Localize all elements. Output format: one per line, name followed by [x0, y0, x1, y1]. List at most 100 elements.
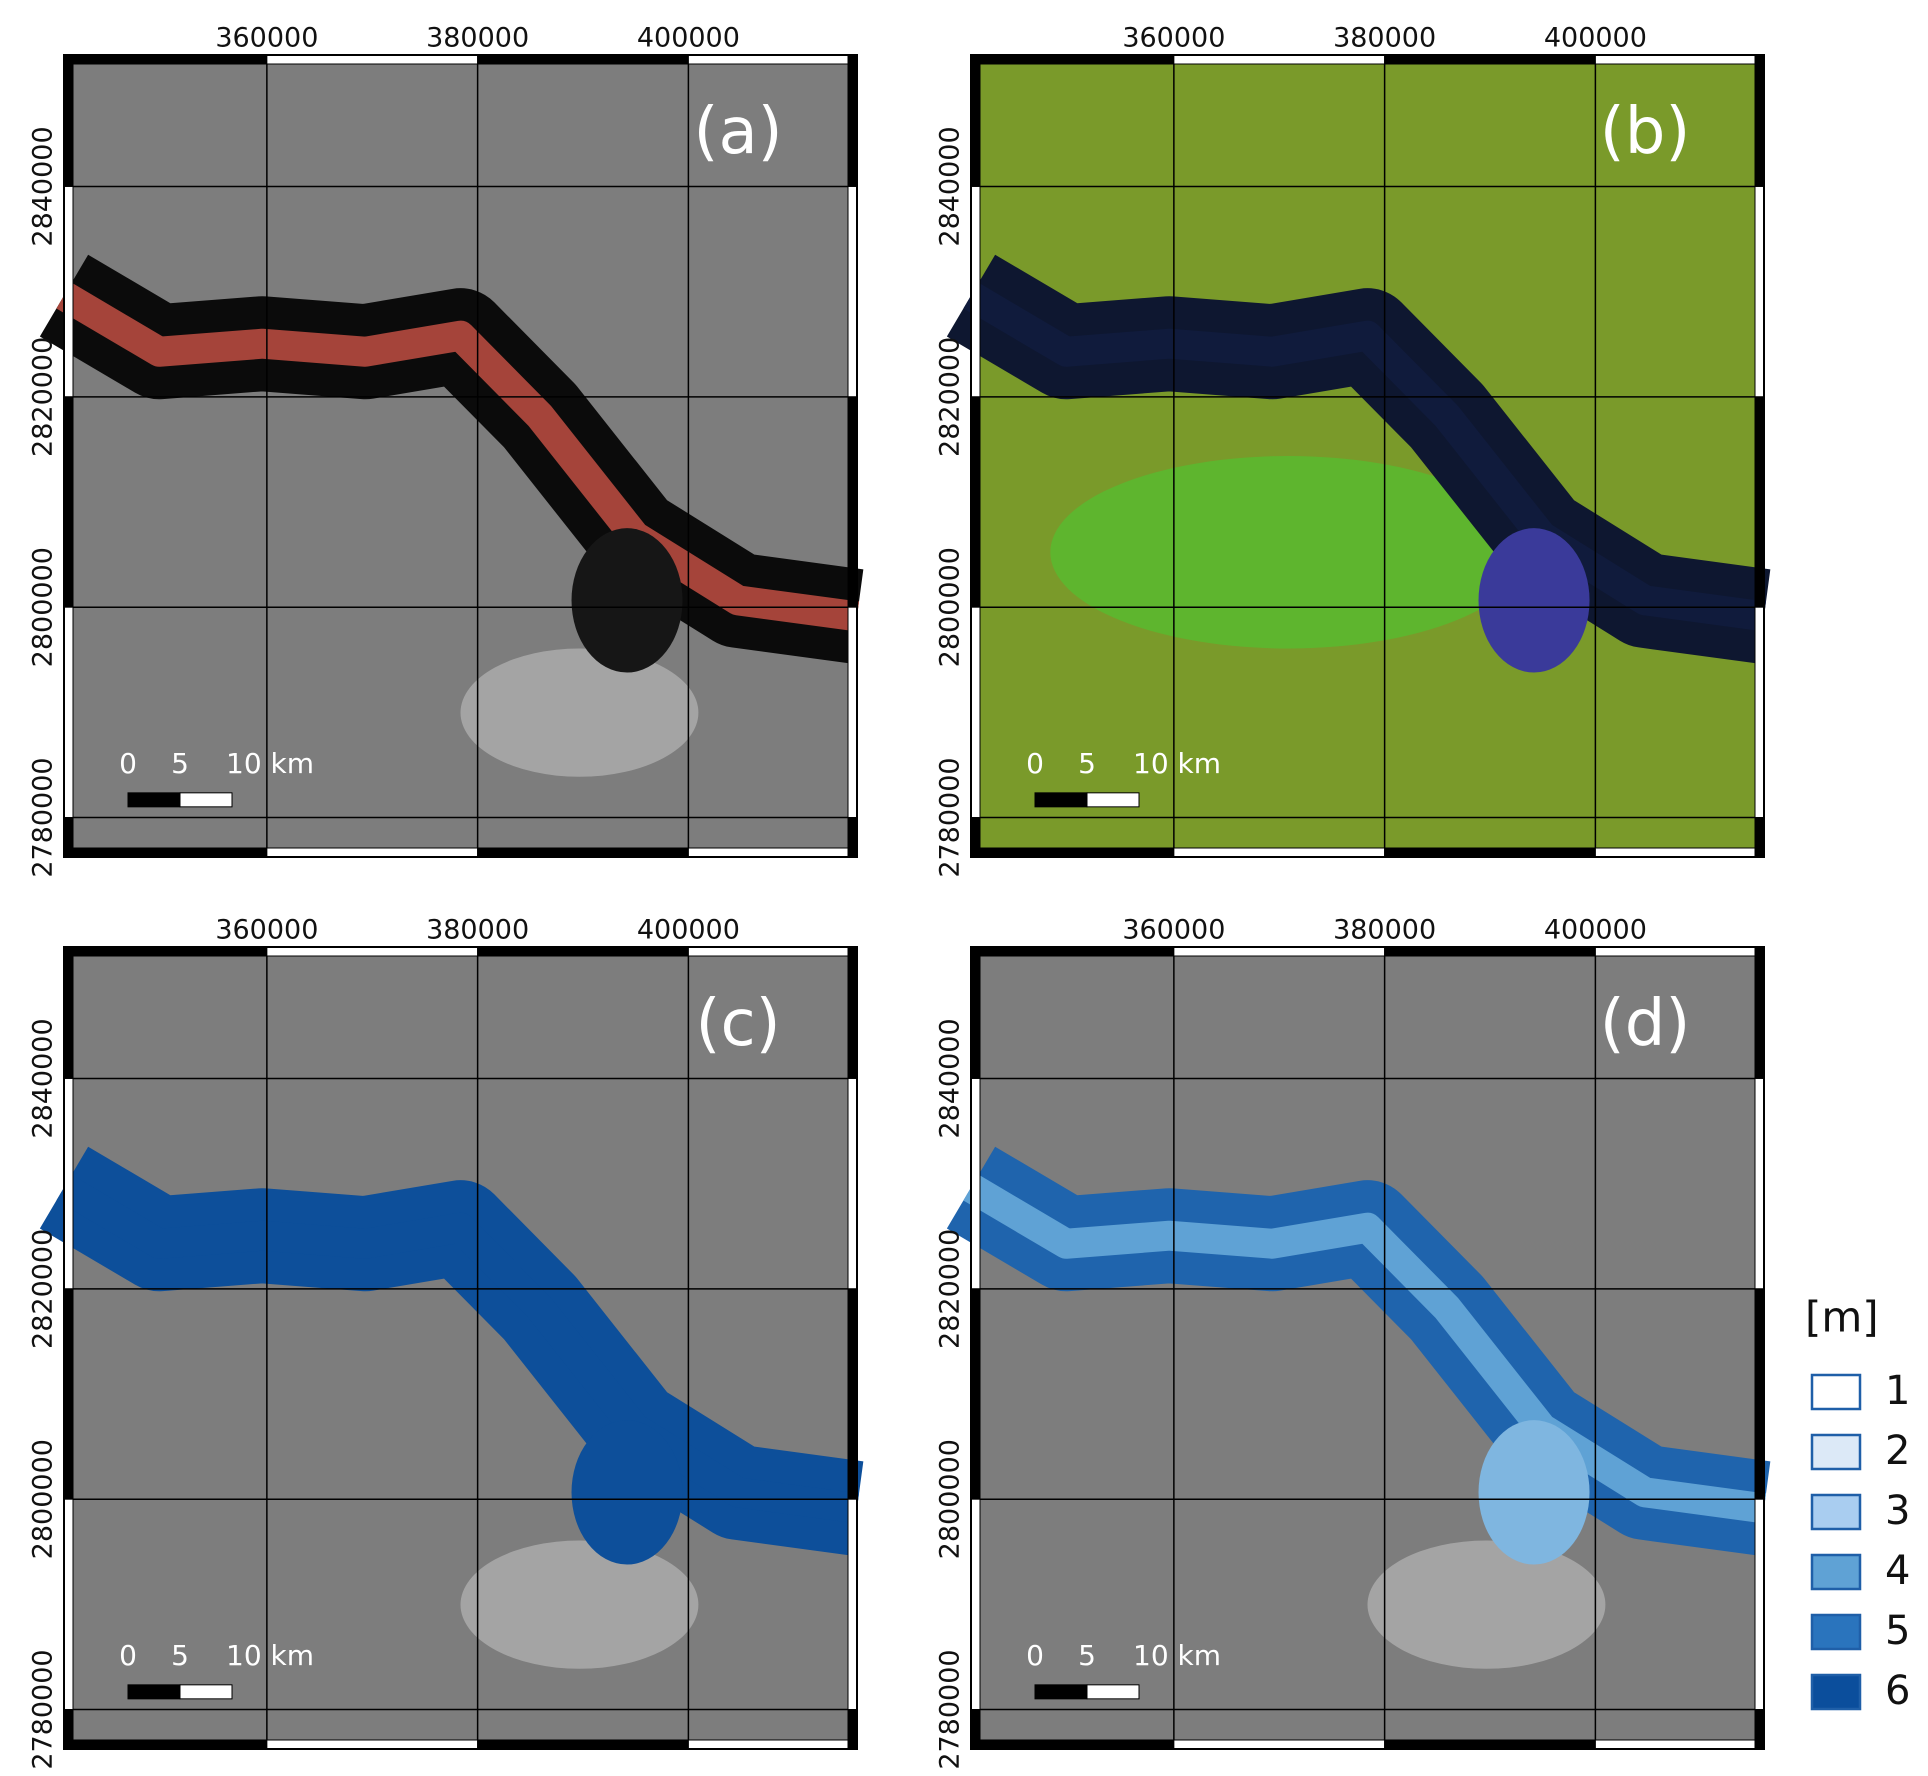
- flood-area: [1478, 528, 1590, 673]
- scale-bar-label: 0: [119, 1639, 137, 1672]
- border-bar: [687, 946, 858, 957]
- border-bar: [970, 946, 1175, 957]
- border-bar: [970, 185, 981, 398]
- border-bar: [847, 396, 858, 608]
- y-tick-label: 2780000: [28, 1649, 59, 1769]
- frame: [63, 946, 858, 1750]
- scale-bar-segment: [179, 792, 233, 808]
- border-bar: [970, 1739, 1175, 1750]
- border-bar: [847, 606, 858, 819]
- x-tick-label: 380000: [1333, 915, 1436, 946]
- border-bar: [63, 847, 268, 858]
- border-bar: [1384, 946, 1596, 957]
- legend-swatch: [1810, 1433, 1862, 1471]
- border-bar: [970, 1498, 981, 1711]
- border-bar: [63, 54, 268, 65]
- map-panel: 360000 380000 400000 2840000 2820000 2800000 2…: [28, 915, 864, 1770]
- map-background: [971, 55, 1764, 857]
- x-tick-label: 360000: [215, 23, 318, 54]
- y-tick-label: 2780000: [935, 757, 966, 877]
- border-bar: [1754, 185, 1765, 398]
- border-bar: [847, 54, 858, 187]
- scale-bar-label: 10 km: [226, 747, 314, 780]
- panel-label: (c): [695, 987, 780, 1061]
- border-bar: [63, 185, 74, 398]
- scale-bar-label: 0: [119, 747, 137, 780]
- y-tick-label: 2820000: [935, 1229, 966, 1349]
- border-bar: [1173, 847, 1386, 858]
- border-bar: [687, 847, 858, 858]
- map-panel: 360000 380000 400000 2840000 2820000 2800000 2…: [935, 23, 1771, 878]
- legend: [m]1 2 3 4 5 6: [1805, 1293, 1910, 1715]
- scale-bar-label: 5: [1078, 747, 1096, 780]
- y-tick-label: 2780000: [935, 1649, 966, 1769]
- border-bar: [847, 946, 858, 1079]
- bright-patch: [460, 1540, 699, 1669]
- river: [963, 1174, 1767, 1524]
- border-bar: [1754, 1709, 1765, 1750]
- scale-bar-segment: [1034, 792, 1088, 808]
- legend-label: 1: [1885, 1368, 1910, 1414]
- border-bar: [266, 54, 479, 65]
- legend-swatch: [1810, 1613, 1862, 1651]
- x-tick-label: 400000: [637, 23, 740, 54]
- border-bar: [1754, 1288, 1765, 1500]
- x-tick-label: 360000: [1122, 915, 1225, 946]
- panel-label: (a): [693, 95, 782, 169]
- legend-title: [m]: [1805, 1293, 1879, 1342]
- legend-label: 6: [1885, 1668, 1910, 1714]
- border-bar: [847, 1288, 858, 1500]
- border-bar: [1594, 1739, 1765, 1750]
- scale-bar-segment: [127, 1684, 181, 1700]
- map-background: [64, 55, 857, 857]
- border-bar: [970, 1288, 981, 1500]
- bright-patch: [460, 648, 699, 777]
- border-bar: [63, 54, 74, 187]
- river: [56, 1174, 860, 1524]
- border-bar: [1754, 1498, 1765, 1711]
- border-bar: [687, 1739, 858, 1750]
- river: [963, 282, 1767, 632]
- border-bar: [847, 817, 858, 858]
- border-bar: [970, 847, 1175, 858]
- border-bar: [63, 1077, 74, 1290]
- scale-bar-label: 10 km: [1133, 1639, 1221, 1672]
- border-bar: [63, 1739, 268, 1750]
- scale-bar-segment: [1086, 1684, 1140, 1700]
- x-tick-label: 380000: [1333, 23, 1436, 54]
- y-tick-label: 2800000: [28, 547, 59, 667]
- y-tick-label: 2840000: [28, 126, 59, 246]
- border-bar: [63, 1709, 74, 1750]
- border-bar: [970, 817, 981, 858]
- scale-bar-label: 5: [171, 747, 189, 780]
- border-bar: [1173, 54, 1386, 65]
- flood-area: [571, 528, 683, 673]
- scale-bar-segment: [1086, 792, 1140, 808]
- border-bar: [63, 1498, 74, 1711]
- border-bar: [63, 946, 268, 957]
- border-bar: [1754, 817, 1765, 858]
- border-bar: [63, 946, 74, 1079]
- border-bar: [847, 185, 858, 398]
- frame: [970, 54, 1765, 858]
- border-bar: [63, 1288, 74, 1500]
- frame: [63, 54, 858, 858]
- border-bar: [1754, 54, 1765, 187]
- border-bar: [970, 946, 981, 1079]
- y-tick-label: 2840000: [935, 1018, 966, 1138]
- x-tick-label: 380000: [426, 23, 529, 54]
- map-background: [971, 947, 1764, 1749]
- x-tick-label: 400000: [637, 915, 740, 946]
- panel-label: (d): [1600, 987, 1691, 1061]
- border-bar: [266, 847, 479, 858]
- legend-swatch: [1810, 1673, 1862, 1711]
- border-bar: [970, 54, 981, 187]
- legend-swatch: [1810, 1493, 1862, 1531]
- x-tick-label: 360000: [1122, 23, 1225, 54]
- legend-label: 5: [1885, 1608, 1910, 1654]
- y-tick-label: 2820000: [28, 1229, 59, 1349]
- x-tick-label: 400000: [1544, 915, 1647, 946]
- y-tick-label: 2780000: [28, 757, 59, 877]
- x-tick-label: 400000: [1544, 23, 1647, 54]
